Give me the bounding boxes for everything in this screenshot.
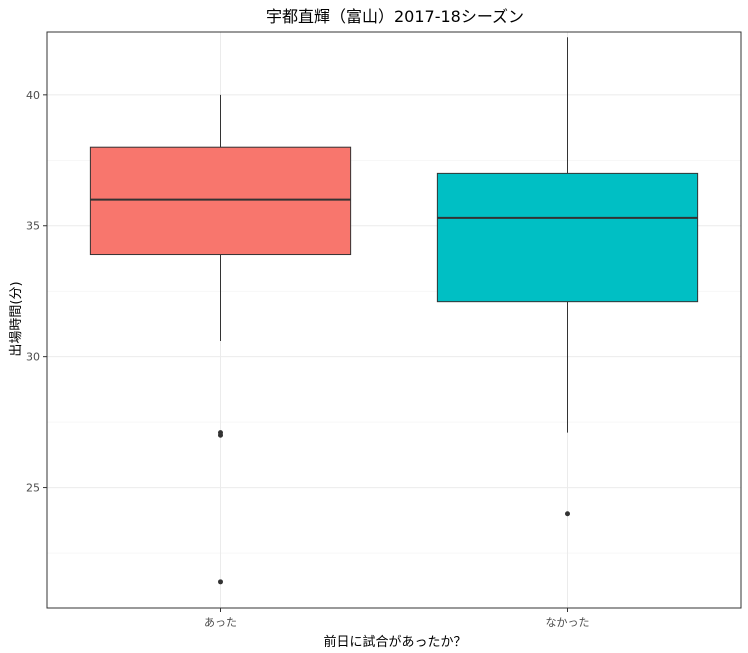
y-tick-label: 25 — [26, 482, 40, 495]
x-axis: あった なかった — [204, 608, 590, 629]
box-series — [89, 37, 699, 585]
y-tick-label: 30 — [26, 351, 40, 364]
y-axis: 25 30 35 40 — [26, 89, 47, 495]
outlier-point — [218, 579, 223, 585]
box-group — [436, 37, 699, 517]
outlier-point — [218, 430, 223, 436]
box-body — [436, 172, 699, 303]
box-body — [89, 146, 352, 256]
x-axis-title: 前日に試合があったか？ — [323, 634, 466, 650]
x-tick-label: あった — [204, 616, 237, 629]
y-tick-label: 40 — [26, 89, 40, 102]
box-group — [89, 94, 352, 585]
grid-lines — [47, 32, 741, 608]
x-tick-label: なかった — [546, 616, 590, 629]
outlier-point — [565, 511, 570, 517]
chart-title: 宇都直輝（富山）2017-18シーズン — [266, 7, 524, 26]
y-tick-label: 35 — [26, 220, 40, 233]
y-axis-title: 出場時間(分) — [9, 281, 24, 356]
panel-border — [46, 31, 742, 609]
